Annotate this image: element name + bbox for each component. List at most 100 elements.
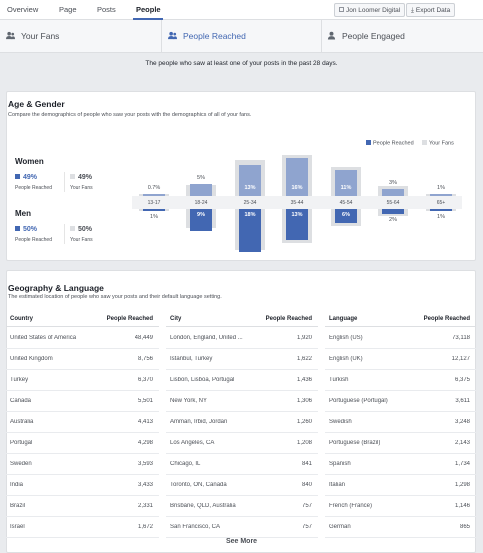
men-fans-pct-value: 50% (78, 226, 93, 233)
women-pct-label: 11% (340, 185, 352, 191)
age-axis-band (132, 196, 462, 209)
swatch (15, 174, 20, 179)
women-pct-label: 5% (197, 175, 205, 181)
tab-people-engaged-label: People Engaged (342, 31, 405, 41)
cell-name: German (329, 524, 351, 530)
swatch (70, 174, 75, 179)
tab-your-fans[interactable]: Your Fans (6, 20, 59, 53)
table-row: New York, NY 1,306 (166, 391, 318, 412)
table-row: English (UK) 12,127 (325, 349, 476, 370)
men-pct-label: 18% (244, 212, 256, 218)
export-data-button[interactable]: ⤓ Export Data (406, 3, 456, 17)
legend-swatch (366, 140, 371, 145)
cell-name: New York, NY (170, 398, 208, 404)
tab-people[interactable]: People (136, 5, 161, 14)
cell-value: 757 (301, 524, 312, 530)
tab-people-engaged[interactable]: People Engaged (327, 20, 405, 53)
cell-name: French (France) (329, 503, 373, 509)
women-pct-label: 0.7% (147, 185, 161, 192)
women-reached-bar (143, 194, 165, 196)
column-header[interactable]: Country (10, 316, 33, 322)
men-reached-bar (335, 209, 357, 224)
men-pct-label: 1% (437, 214, 445, 221)
men-reached-bar (430, 209, 452, 212)
cell-value: 73,118 (452, 335, 470, 341)
table-row: Istanbul, Turkey 1,622 (166, 349, 318, 370)
cell-value: 865 (459, 524, 470, 530)
cell-name: Turkish (329, 377, 349, 383)
active-tab-indicator (133, 18, 163, 20)
cell-name: Los Angeles, CA (170, 440, 215, 446)
cell-name: Portuguese (Portugal) (329, 398, 388, 404)
language-table-header: Language People Reached (325, 311, 476, 327)
people-icon (168, 31, 177, 40)
column-header[interactable]: City (170, 316, 182, 322)
cell-value: 5,501 (137, 398, 153, 404)
geography-title: Geography & Language (8, 283, 104, 293)
table-row: Brisbane, QLD, Australia 757 (166, 496, 318, 517)
tab-posts[interactable]: Posts (97, 5, 116, 14)
age-label: 55-64 (386, 200, 400, 206)
age-label: 13-17 (147, 200, 161, 206)
table-row: Swedish 3,248 (325, 412, 476, 433)
legend-people-reached: People Reached (366, 140, 414, 147)
column-header[interactable]: Language (329, 316, 358, 322)
cell-value: 1,734 (454, 461, 470, 467)
men-reached-bar (190, 209, 212, 231)
top-nav: Overview Page Posts People Jon Loomer Di… (0, 0, 483, 20)
table-row: Portuguese (Portugal) 3,611 (325, 391, 476, 412)
legend-your-fans: Your Fans (422, 140, 454, 147)
cell-value: 1,622 (296, 356, 312, 362)
table-row: Toronto, ON, Canada 840 (166, 475, 318, 496)
download-icon: ⤓ (411, 7, 414, 14)
tab-overview[interactable]: Overview (7, 5, 39, 14)
cell-value: 1,146 (454, 503, 470, 509)
cell-name: English (US) (329, 335, 363, 341)
cell-value: 3,433 (137, 482, 153, 488)
legend-label: Your Fans (429, 140, 454, 147)
cell-name: Swedish (329, 419, 352, 425)
men-reached-bar (382, 209, 404, 214)
age-gender-title: Age & Gender (8, 99, 65, 109)
men-reached-pct-value: 50% (23, 226, 38, 233)
column-header[interactable]: People Reached (423, 316, 470, 322)
column-header[interactable]: People Reached (265, 316, 312, 322)
women-pct-label: 16% (291, 185, 303, 191)
cell-value: 6,370 (137, 377, 153, 383)
tab-people-reached[interactable]: People Reached (168, 20, 246, 53)
table-row: Portugal 4,298 (6, 433, 159, 454)
tab-your-fans-label: Your Fans (21, 31, 60, 41)
divider (64, 224, 65, 244)
age-label: 18-24 (194, 200, 208, 206)
page-selector-label: Jon Loomer Digital (346, 7, 401, 14)
cell-value: 1,298 (454, 482, 470, 488)
women-reached-bar (430, 193, 452, 196)
table-row: Italian 1,298 (325, 475, 476, 496)
cell-name: Portugal (10, 440, 33, 446)
age-label: 25-34 (243, 200, 257, 206)
page-selector-button[interactable]: Jon Loomer Digital (334, 3, 406, 17)
table-row: Spanish 1,734 (325, 454, 476, 475)
men-fans-caption: Your Fans (70, 237, 93, 243)
swatch (15, 226, 20, 231)
cell-name: United States of America (10, 335, 77, 341)
divider (64, 172, 65, 192)
cell-value: 1,920 (296, 335, 312, 341)
men-label: Men (15, 209, 31, 218)
cell-value: 757 (301, 503, 312, 509)
cell-name: Lisbon, Lisboa, Portugal (170, 377, 235, 383)
cell-value: 841 (301, 461, 312, 467)
men-pct-label: 13% (291, 212, 303, 218)
table-row: German 865 (325, 517, 476, 538)
cell-name: English (UK) (329, 356, 363, 362)
see-more-button[interactable]: See More (225, 538, 258, 545)
tab-people-reached-label: People Reached (183, 31, 246, 41)
cell-name: Spanish (329, 461, 351, 467)
cell-value: 4,298 (137, 440, 153, 446)
men-pct-label: 6% (342, 212, 350, 218)
tab-page[interactable]: Page (59, 5, 77, 14)
table-row: Chicago, IL 841 (166, 454, 318, 475)
men-fans-pct: 50% (70, 226, 92, 233)
women-label: Women (15, 157, 44, 166)
column-header[interactable]: People Reached (106, 316, 153, 322)
